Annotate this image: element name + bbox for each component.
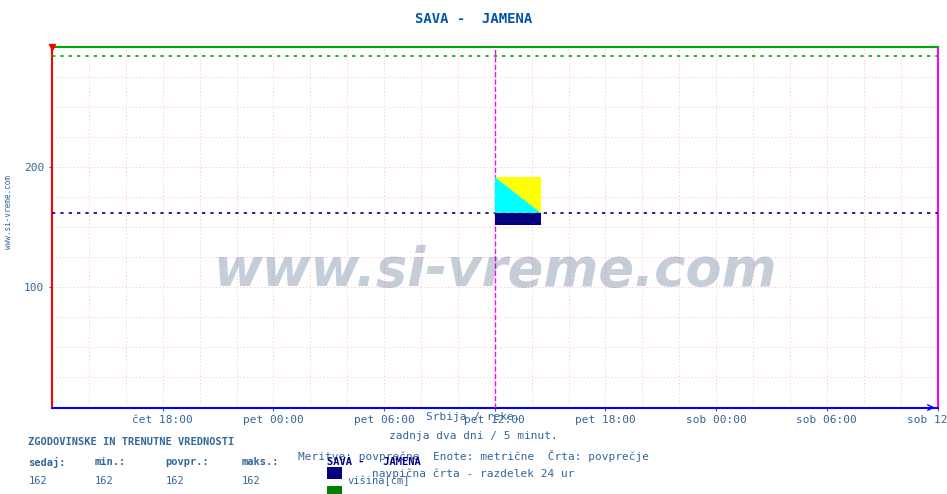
Text: zadnja dva dni / 5 minut.: zadnja dva dni / 5 minut. [389, 431, 558, 441]
Text: Meritve: povprečne  Enote: metrične  Črta: povprečje: Meritve: povprečne Enote: metrične Črta:… [298, 450, 649, 462]
Text: 162: 162 [166, 476, 185, 486]
Text: 162: 162 [28, 476, 47, 486]
Text: ZGODOVINSKE IN TRENUTNE VREDNOSTI: ZGODOVINSKE IN TRENUTNE VREDNOSTI [28, 437, 235, 447]
Text: min.:: min.: [95, 457, 126, 467]
Text: SAVA -   JAMENA: SAVA - JAMENA [327, 457, 420, 467]
Text: SAVA -  JAMENA: SAVA - JAMENA [415, 12, 532, 26]
Text: navpična črta - razdelek 24 ur: navpična črta - razdelek 24 ur [372, 469, 575, 479]
Text: sedaj:: sedaj: [28, 457, 66, 468]
Text: www.si-vreme.com: www.si-vreme.com [4, 175, 13, 249]
Text: višina[cm]: višina[cm] [348, 476, 410, 486]
Text: www.si-vreme.com: www.si-vreme.com [213, 245, 777, 296]
Polygon shape [495, 177, 541, 213]
Text: povpr.:: povpr.: [166, 457, 209, 467]
Bar [495, 213, 541, 225]
Text: maks.:: maks.: [241, 457, 279, 467]
Text: 162: 162 [241, 476, 260, 486]
Text: Srbija / reke.: Srbija / reke. [426, 412, 521, 422]
Text: 162: 162 [95, 476, 114, 486]
Polygon shape [495, 177, 541, 213]
